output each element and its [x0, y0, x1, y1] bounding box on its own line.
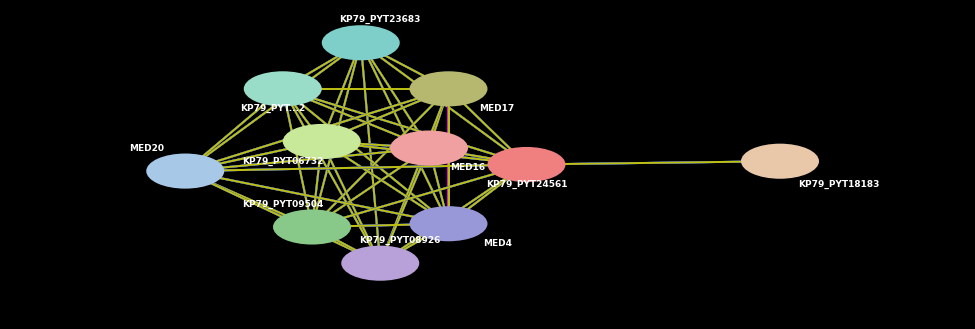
Text: KP79_PYT23683: KP79_PYT23683	[339, 15, 421, 24]
Ellipse shape	[410, 71, 488, 106]
Text: MED4: MED4	[483, 239, 512, 248]
Ellipse shape	[244, 71, 322, 106]
Ellipse shape	[390, 131, 468, 165]
Ellipse shape	[322, 25, 400, 60]
Ellipse shape	[341, 246, 419, 281]
Text: MED20: MED20	[129, 143, 164, 153]
Text: KP79_PYT18183: KP79_PYT18183	[798, 180, 879, 189]
Ellipse shape	[410, 206, 488, 241]
Ellipse shape	[273, 210, 351, 244]
Text: KP79_PYT...2: KP79_PYT...2	[241, 104, 305, 113]
Ellipse shape	[146, 154, 224, 189]
Ellipse shape	[488, 147, 566, 182]
Text: KP79_PYT24561: KP79_PYT24561	[486, 180, 567, 189]
Text: MED17: MED17	[480, 104, 515, 113]
Text: KP79_PYT08926: KP79_PYT08926	[359, 236, 441, 245]
Text: MED16: MED16	[450, 163, 486, 172]
Ellipse shape	[741, 144, 819, 179]
Text: KP79_PYT09504: KP79_PYT09504	[242, 199, 324, 209]
Ellipse shape	[283, 124, 361, 159]
Text: KP79_PYT06732: KP79_PYT06732	[242, 157, 324, 166]
